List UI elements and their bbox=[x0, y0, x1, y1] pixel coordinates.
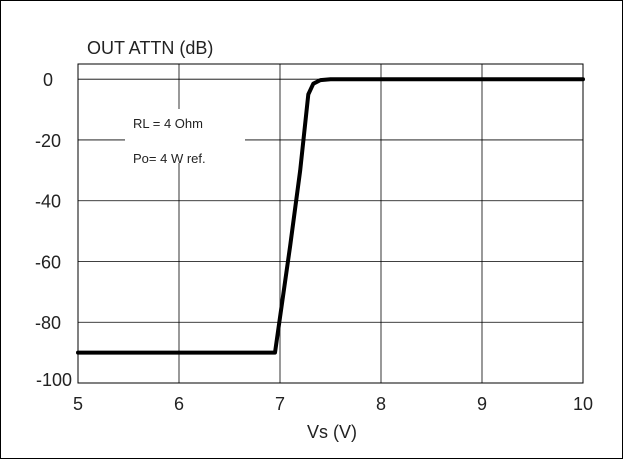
annotation-background bbox=[125, 109, 245, 163]
y-tick-label: -60 bbox=[35, 252, 61, 272]
y-tick-label: -20 bbox=[35, 131, 61, 151]
x-tick-label: 9 bbox=[477, 394, 487, 414]
annotation-rl: RL = 4 Ohm bbox=[133, 116, 203, 131]
chart-title: OUT ATTN (dB) bbox=[87, 38, 213, 58]
y-tick-label: 0 bbox=[43, 70, 53, 90]
attenuation-curve bbox=[76, 77, 585, 355]
annotation-po: Po= 4 W ref. bbox=[133, 151, 206, 166]
x-tick-label: 6 bbox=[174, 394, 184, 414]
y-tick-label: -40 bbox=[35, 192, 61, 212]
y-tick-label: -80 bbox=[35, 313, 61, 333]
x-tick-label: 5 bbox=[73, 394, 83, 414]
plot-area-border bbox=[77, 63, 584, 384]
x-tick-label: 7 bbox=[275, 394, 285, 414]
x-axis-label: Vs (V) bbox=[307, 422, 357, 442]
y-tick-label: -100 bbox=[36, 370, 72, 390]
x-tick-label: 8 bbox=[376, 394, 386, 414]
x-tick-label: 10 bbox=[573, 394, 593, 414]
